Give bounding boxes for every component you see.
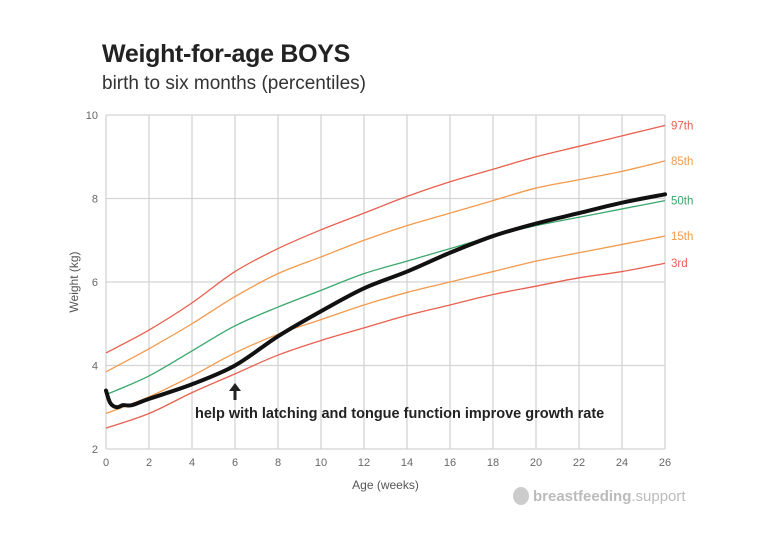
y-tick-label: 4 bbox=[92, 361, 98, 373]
x-tick-label: 16 bbox=[444, 457, 456, 469]
y-tick-label: 2 bbox=[92, 444, 98, 456]
x-tick-label: 6 bbox=[232, 457, 238, 469]
x-tick-label: 0 bbox=[103, 457, 109, 469]
percentile-line-15th bbox=[105, 235, 666, 415]
arrow-up-icon bbox=[229, 383, 241, 391]
percentile-label-85th: 85th bbox=[671, 156, 693, 168]
x-tick-label: 26 bbox=[659, 457, 671, 469]
x-tick-label: 20 bbox=[530, 457, 542, 469]
x-tick-label: 12 bbox=[358, 457, 370, 469]
logo-text-light: .support bbox=[631, 487, 686, 505]
x-tick-label: 2 bbox=[146, 457, 152, 469]
logo-text-bold: breastfeeding bbox=[533, 487, 632, 505]
percentile-line-3rd bbox=[105, 262, 666, 429]
breastfeeding-support-logo: breastfeeding.support bbox=[513, 487, 686, 505]
chart-subtitle: birth to six months (percentiles) bbox=[102, 73, 366, 94]
y-tick-label: 10 bbox=[86, 110, 98, 122]
percentile-line-97th bbox=[105, 124, 666, 354]
percentile-label-15th: 15th bbox=[671, 231, 693, 243]
x-tick-label: 10 bbox=[315, 457, 327, 469]
x-tick-label: 14 bbox=[401, 457, 413, 469]
x-tick-label: 4 bbox=[189, 457, 195, 469]
y-tick-label: 6 bbox=[92, 277, 98, 289]
percentile-label-50th: 50th bbox=[671, 196, 693, 208]
x-tick-label: 22 bbox=[573, 457, 585, 469]
y-axis-label: Weight (kg) bbox=[67, 251, 81, 312]
x-tick-label: 18 bbox=[487, 457, 499, 469]
x-tick-label: 8 bbox=[275, 457, 281, 469]
percentile-line-50th bbox=[105, 199, 666, 396]
baby-weight-line bbox=[104, 192, 667, 410]
percentile-label-3rd: 3rd bbox=[671, 258, 688, 270]
percentile-label-97th: 97th bbox=[671, 120, 693, 132]
x-axis-label: Age (weeks) bbox=[352, 478, 419, 492]
y-tick-label: 8 bbox=[92, 194, 98, 206]
chart-title: Weight-for-age BOYS bbox=[102, 40, 351, 68]
annotation-text: help with latching and tongue function i… bbox=[195, 406, 604, 422]
percentile-line-85th bbox=[105, 160, 666, 373]
x-tick-label: 24 bbox=[616, 457, 628, 469]
logo-icon bbox=[513, 487, 529, 505]
